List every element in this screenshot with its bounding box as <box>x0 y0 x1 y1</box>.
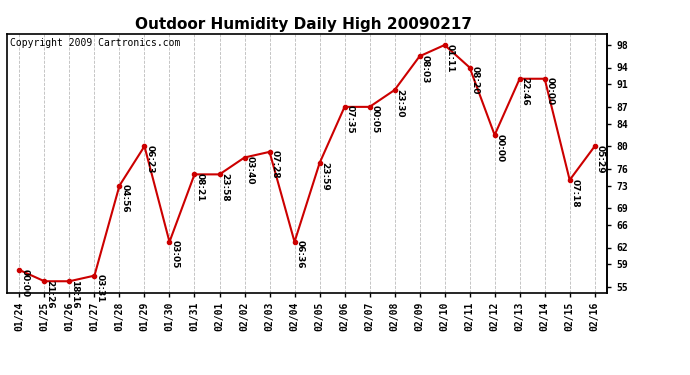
Text: 00:00: 00:00 <box>495 134 504 162</box>
Text: 08:20: 08:20 <box>471 66 480 94</box>
Text: 00:05: 00:05 <box>371 105 380 134</box>
Text: 23:30: 23:30 <box>395 88 404 117</box>
Text: 18:16: 18:16 <box>70 280 79 309</box>
Text: 08:21: 08:21 <box>195 173 204 201</box>
Text: 03:40: 03:40 <box>246 156 255 184</box>
Text: 07:35: 07:35 <box>346 105 355 134</box>
Text: 07:28: 07:28 <box>270 150 279 179</box>
Text: 23:58: 23:58 <box>221 173 230 202</box>
Text: 07:18: 07:18 <box>571 178 580 207</box>
Text: 01:11: 01:11 <box>446 44 455 72</box>
Text: 00:00: 00:00 <box>21 268 30 297</box>
Text: Outdoor Humidity Daily High 20090217: Outdoor Humidity Daily High 20090217 <box>135 17 472 32</box>
Text: 06:36: 06:36 <box>295 240 304 269</box>
Text: 22:46: 22:46 <box>521 77 530 106</box>
Text: 03:31: 03:31 <box>95 274 104 303</box>
Text: Copyright 2009 Cartronics.com: Copyright 2009 Cartronics.com <box>10 38 180 48</box>
Text: 08:03: 08:03 <box>421 55 430 83</box>
Text: 06:23: 06:23 <box>146 145 155 173</box>
Text: 04:56: 04:56 <box>121 184 130 213</box>
Text: 03:05: 03:05 <box>170 240 179 269</box>
Text: 00:00: 00:00 <box>546 77 555 105</box>
Text: 23:59: 23:59 <box>321 162 330 190</box>
Text: 21:26: 21:26 <box>46 280 55 309</box>
Text: 05:29: 05:29 <box>595 145 604 174</box>
